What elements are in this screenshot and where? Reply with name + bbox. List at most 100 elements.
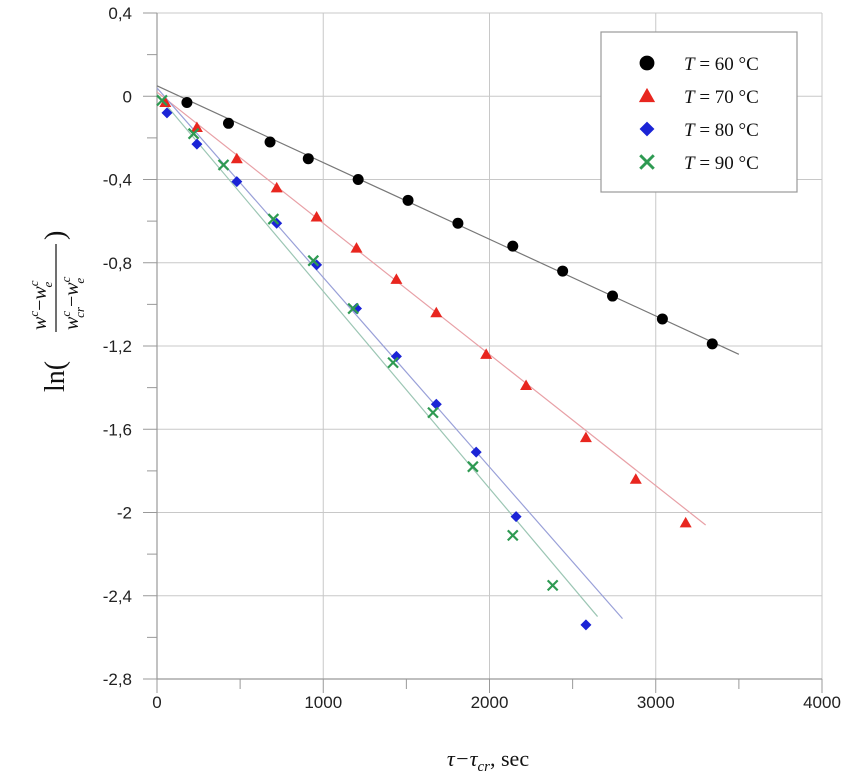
data-point-series-2: [520, 379, 533, 391]
x-tick-label: 4000: [803, 693, 841, 712]
tick-labels: 0 1000 2000 3000 4000 0,4 0 -0,4 -0,8 -1,2 -1,6 -2 -…: [103, 4, 841, 712]
data-point-series-4-stroke: [546, 579, 559, 592]
fit-line-series-2: [156, 91, 706, 526]
x-tick-label: 2000: [471, 693, 509, 712]
data-point-series-1: [352, 174, 364, 185]
data-point-series-4-stroke: [467, 460, 479, 473]
y-axis-title-numerator: wc−wce: [26, 280, 55, 330]
data-point-series-3: [231, 176, 243, 188]
data-point-series-4-stroke: [347, 302, 359, 315]
data-point-series-4: [267, 213, 280, 225]
legend-marker-series-2: [638, 87, 656, 103]
data-point-series-2: [430, 306, 443, 318]
data-point-series-1: [706, 338, 718, 350]
legend-label-series-4: T = 90 °C: [684, 153, 759, 174]
data-point-series-1: [557, 265, 569, 277]
data-point-series-1: [656, 313, 668, 325]
y-axis-title-denominator: wccr−wce: [58, 276, 87, 330]
fit-lines: [156, 85, 740, 620]
minor-ticks: [143, 12, 823, 693]
data-point-series-3: [580, 619, 592, 631]
data-point-series-4: [187, 127, 200, 140]
y-tick-label: 0: [123, 87, 132, 106]
data-point-series-2: [480, 348, 493, 359]
data-point-series-4-stroke: [307, 254, 320, 267]
data-point-series-1: [507, 240, 519, 252]
data-point-series-4-stroke: [506, 529, 519, 542]
legend-marker-series-4-stroke: [639, 154, 655, 170]
data-point-series-4-stroke: [187, 127, 200, 140]
y-tick-label: -0,8: [103, 254, 132, 273]
legend-marker-series-1: [639, 55, 655, 71]
data-point-series-4-stroke: [217, 159, 230, 171]
x-axis-title: τ−τcr, sec: [447, 746, 529, 775]
data-point-series-3: [390, 350, 402, 362]
data-point-series-3: [161, 107, 173, 119]
data-point-series-3: [510, 511, 522, 523]
y-tick-label: -0,4: [103, 171, 132, 190]
y-tick-label: -2,8: [103, 670, 132, 689]
data-point-series-3: [351, 303, 362, 315]
data-point-series-2: [350, 242, 363, 253]
legend-marker-series-4: [639, 154, 655, 170]
data-point-series-1: [264, 136, 276, 148]
x-axis-title-unit: , sec: [490, 746, 529, 771]
axes: [156, 13, 822, 680]
data-point-series-3: [430, 398, 442, 410]
x-tick-label: 1000: [304, 693, 342, 712]
data-point-series-4-stroke: [387, 356, 399, 369]
x-axis-title-sub: cr: [478, 759, 491, 775]
data-point-series-2: [230, 152, 243, 164]
y-tick-label: -1,6: [103, 420, 132, 439]
fit-line-series-3: [156, 87, 623, 620]
data-point-series-3: [470, 446, 482, 458]
data-points: [156, 94, 718, 631]
x-tick-label: 0: [152, 693, 161, 712]
data-point-series-2: [270, 181, 283, 193]
y-tick-label: 0,4: [108, 4, 132, 23]
legend-box: [600, 31, 798, 193]
data-point-series-1: [302, 153, 314, 165]
data-point-series-2: [579, 431, 592, 443]
data-point-series-4: [217, 159, 230, 171]
data-point-series-1: [181, 96, 193, 108]
data-point-series-4: [546, 579, 559, 592]
legend-label-series-3: T = 80 °C: [684, 120, 759, 141]
legend-items: T = 60 °C T = 70 °C T = 80 °C T = 90 °C: [638, 54, 759, 174]
fit-line-series-4: [156, 93, 599, 617]
data-point-series-1: [222, 117, 234, 129]
y-axis-title-suffix: ): [40, 231, 71, 240]
data-point-series-4: [506, 529, 519, 542]
data-point-series-3: [191, 138, 203, 150]
data-point-series-4-stroke: [156, 94, 168, 107]
legend-label-series-2: T = 70 °C: [684, 87, 759, 108]
y-tick-label: -2,4: [103, 587, 132, 606]
data-point-series-1: [452, 217, 464, 229]
data-point-series-2: [679, 516, 692, 528]
legend-marker-series-3: [639, 121, 655, 137]
data-point-series-2: [310, 210, 323, 222]
data-point-series-4: [347, 302, 359, 315]
legend-label-series-1: T = 60 °C: [684, 54, 759, 75]
data-point-series-4-stroke: [427, 406, 439, 419]
data-point-series-2: [390, 273, 403, 284]
fit-line-series-1: [156, 85, 740, 355]
data-point-series-4: [156, 94, 168, 107]
y-axis-title-prefix: ln(: [40, 361, 71, 392]
y-tick-label: -2: [117, 504, 132, 523]
data-point-series-4: [307, 254, 320, 267]
x-tick-label: 3000: [637, 693, 675, 712]
data-point-series-4: [427, 406, 439, 419]
legend: T = 60 °C T = 70 °C T = 80 °C T = 90 °C: [600, 31, 798, 193]
y-tick-label: -1,2: [103, 337, 132, 356]
data-point-series-4-stroke: [267, 213, 280, 225]
data-point-series-4: [387, 356, 399, 369]
data-point-series-1: [607, 290, 619, 302]
y-axis-title: ln( wc−wce wccr−wce ): [26, 231, 87, 392]
x-axis-title-main: τ−τ: [447, 746, 479, 771]
data-point-series-4: [467, 460, 479, 473]
data-point-series-2: [190, 121, 203, 132]
data-point-series-1: [402, 194, 414, 206]
data-point-series-2: [629, 473, 642, 484]
